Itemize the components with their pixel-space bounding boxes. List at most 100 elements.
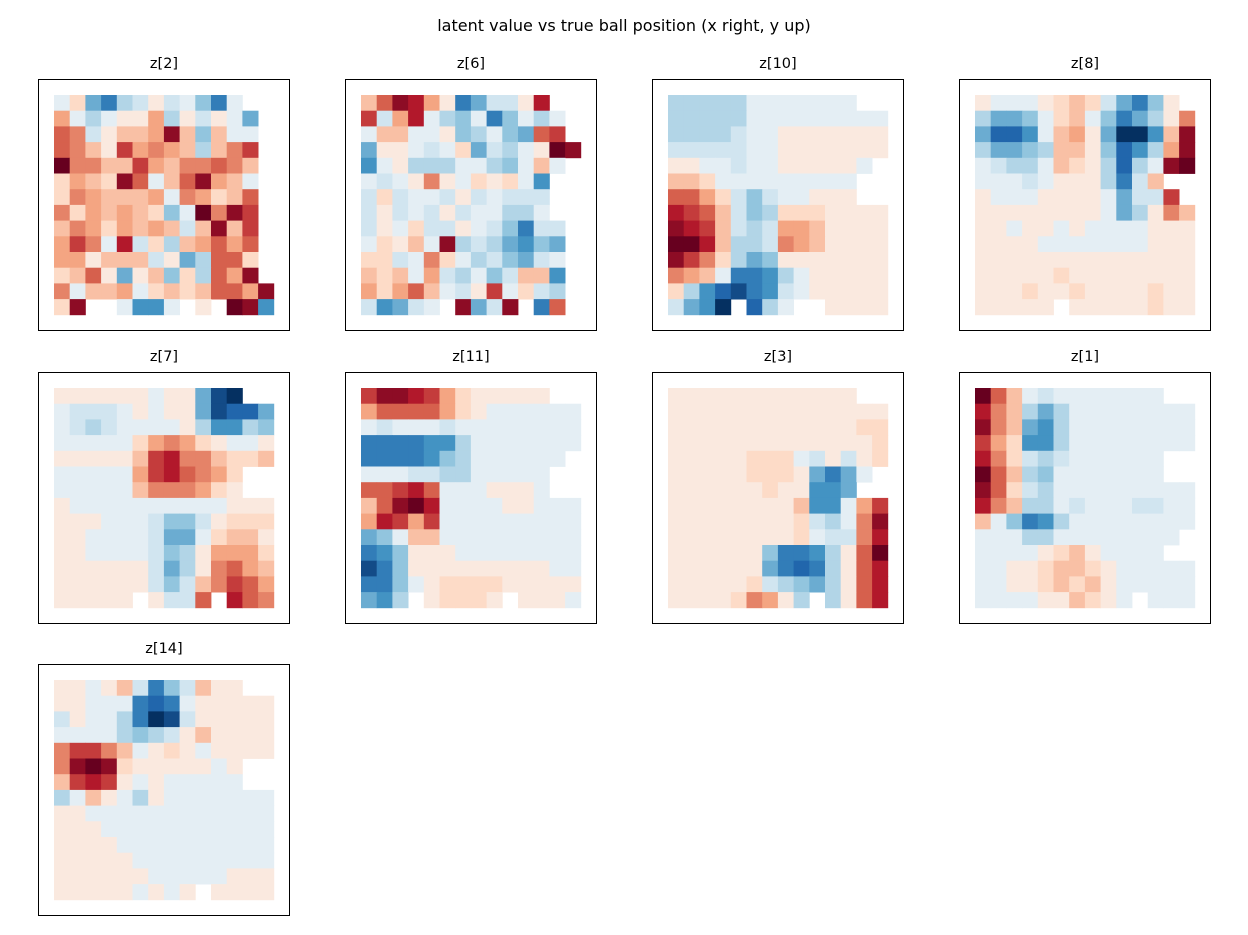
heatmap-cell xyxy=(549,283,566,300)
heatmap-cell xyxy=(990,189,1007,206)
heatmap-cell xyxy=(502,529,519,546)
heatmap-cell xyxy=(762,482,779,499)
heatmap-cell xyxy=(825,126,842,143)
heatmap-cell xyxy=(872,529,889,546)
heatmap-cell xyxy=(163,388,180,405)
heatmap-cell xyxy=(439,419,456,436)
heatmap-cell xyxy=(1116,576,1133,593)
heatmap-cell xyxy=(502,142,519,159)
heatmap-cell xyxy=(242,560,259,577)
heatmap-cell xyxy=(179,236,196,253)
heatmap-cell xyxy=(730,419,747,436)
heatmap-cell xyxy=(809,220,826,237)
heatmap-cell xyxy=(533,529,550,546)
heatmap-cell xyxy=(793,592,810,609)
heatmap-cell xyxy=(1179,513,1196,530)
heatmap-cell xyxy=(69,388,86,405)
heatmap-cell xyxy=(840,388,857,405)
heatmap-cell xyxy=(730,576,747,593)
heatmap-cell xyxy=(226,299,243,316)
heatmap-cell xyxy=(116,204,133,221)
heatmap-cell xyxy=(361,497,378,514)
heatmap-cell xyxy=(101,388,118,405)
heatmap-cell xyxy=(226,513,243,530)
panel-title: z[6] xyxy=(456,56,486,72)
heatmap-cell xyxy=(54,805,71,822)
heatmap-cell xyxy=(423,482,440,499)
heatmap-cell xyxy=(69,805,86,822)
heatmap-cell xyxy=(132,403,149,420)
heatmap-cell xyxy=(518,388,535,405)
heatmap-cell xyxy=(518,189,535,206)
heatmap-cell xyxy=(148,805,165,822)
heatmap-cell xyxy=(1006,466,1023,483)
heatmap-cell xyxy=(1069,299,1086,316)
heatmap-cell xyxy=(1084,283,1101,300)
heatmap-cell xyxy=(69,852,86,869)
heatmap-cell xyxy=(840,450,857,467)
heatmap-cell xyxy=(809,157,826,174)
heatmap-cell xyxy=(518,142,535,159)
heatmap-cell xyxy=(565,142,582,159)
heatmap-cell xyxy=(132,220,149,237)
heatmap-cell xyxy=(746,236,763,253)
heatmap-cell xyxy=(502,419,519,436)
heatmap-cell xyxy=(69,157,86,174)
heatmap-cell xyxy=(148,821,165,838)
heatmap-cell xyxy=(423,267,440,284)
heatmap-cell xyxy=(872,220,889,237)
heatmap-cell xyxy=(825,403,842,420)
heatmap-cell xyxy=(565,529,582,546)
heatmap-cell xyxy=(715,236,732,253)
heatmap-cell xyxy=(746,299,763,316)
heatmap-cell xyxy=(502,126,519,143)
heatmap-cell xyxy=(361,466,378,483)
heatmap-cell xyxy=(1037,142,1054,159)
heatmap-cell xyxy=(486,388,503,405)
heatmap-cell xyxy=(668,95,685,112)
heatmap-cell xyxy=(179,868,196,885)
heatmap-cell xyxy=(195,805,212,822)
heatmap-cell xyxy=(148,711,165,728)
heatmap-cell xyxy=(1163,497,1180,514)
heatmap-cell xyxy=(668,466,685,483)
heatmap-cell xyxy=(699,157,716,174)
heatmap-cell xyxy=(1022,419,1039,436)
heatmap-cell xyxy=(85,388,102,405)
heatmap-cell xyxy=(101,142,118,159)
heatmap-cell xyxy=(699,95,716,112)
heatmap-cell xyxy=(69,545,86,562)
heatmap-cell xyxy=(439,283,456,300)
heatmap-cell xyxy=(455,142,472,159)
heatmap-cell xyxy=(470,388,487,405)
heatmap-cell xyxy=(502,482,519,499)
heatmap-cell xyxy=(1053,576,1070,593)
heatmap-cell xyxy=(730,435,747,452)
heatmap-cell xyxy=(455,497,472,514)
heatmap-cell xyxy=(423,497,440,514)
heatmap-cell xyxy=(85,695,102,712)
heatmap-cell xyxy=(195,173,212,190)
heatmap-cell xyxy=(699,126,716,143)
heatmap-cell xyxy=(54,482,71,499)
heatmap-cell xyxy=(549,529,566,546)
heatmap-cell xyxy=(211,513,228,530)
heatmap-cell xyxy=(392,267,409,284)
heatmap-cell xyxy=(975,450,992,467)
heatmap-cell xyxy=(163,852,180,869)
heatmap-cell xyxy=(1084,142,1101,159)
heatmap-cell xyxy=(163,189,180,206)
heatmap-cell xyxy=(226,576,243,593)
heatmap-cell xyxy=(470,497,487,514)
heatmap-cell xyxy=(549,497,566,514)
heatmap-cell xyxy=(1037,560,1054,577)
heatmap-cell xyxy=(392,576,409,593)
heatmap-cell xyxy=(258,576,275,593)
heatmap-cell xyxy=(990,529,1007,546)
heatmap-cell xyxy=(54,110,71,127)
heatmap-cell xyxy=(809,252,826,269)
heatmap-cell xyxy=(699,529,716,546)
heatmap-cell xyxy=(423,419,440,436)
heatmap-cell xyxy=(486,173,503,190)
heatmap-cell xyxy=(1084,157,1101,174)
